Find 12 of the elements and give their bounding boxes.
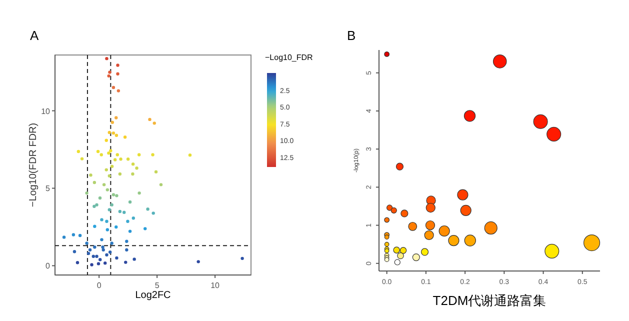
y-tick-label: 0 bbox=[46, 262, 51, 271]
x-tick-label: 5 bbox=[154, 281, 160, 290]
y-tick-label: 10 bbox=[41, 106, 51, 116]
x-axis-title: T2DM代谢通路富集 bbox=[432, 293, 546, 308]
y-axis-title: −Log10(FDR FDR) bbox=[28, 122, 39, 208]
x-tick-label: 10 bbox=[210, 281, 220, 290]
color-bar-title: −Log10_FDR bbox=[265, 53, 314, 62]
x-axis-title: Log2FC bbox=[135, 290, 171, 301]
chart-title: B bbox=[347, 28, 356, 43]
x-tick-label: 0 bbox=[96, 281, 102, 290]
y-tick-label: 5 bbox=[46, 184, 51, 194]
chart-title: A bbox=[30, 28, 39, 43]
